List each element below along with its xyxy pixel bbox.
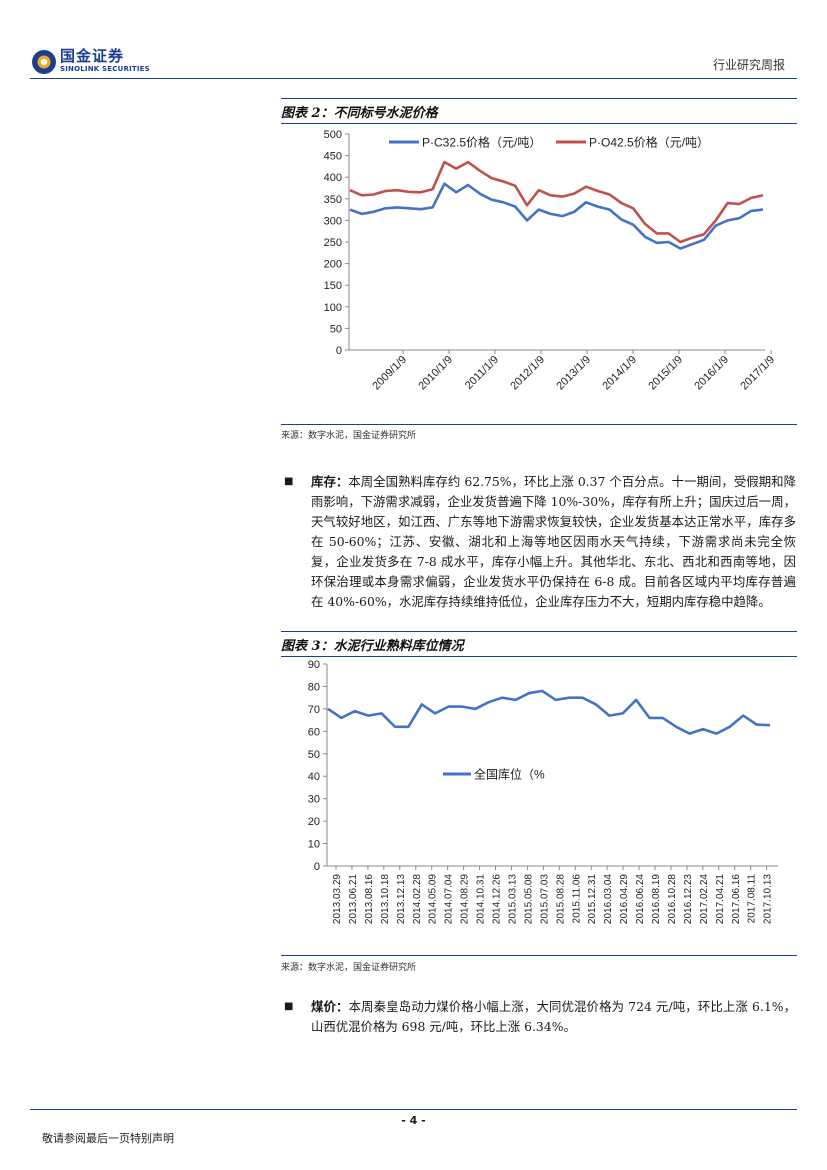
fig2-y-tick-label: 300	[324, 215, 342, 227]
bullet-icon: ■	[284, 1001, 294, 1012]
logo-english-name: SINOLINK SECURITIES	[60, 65, 150, 73]
header-divider	[30, 78, 797, 79]
fig3-y-tick-label: 90	[308, 659, 320, 671]
logo-chinese-name: 国金证券	[60, 47, 125, 65]
fig3-x-tick-label: 2016.08.19	[651, 874, 662, 924]
fig3-x-tick-label: 2016.04.29	[619, 874, 630, 924]
coal-text: 本周秦皇岛动力煤价格小幅上涨，大同优混价格为 724 元/吨，环比上涨 6.1%…	[311, 999, 796, 1034]
figure2-bottom-rule	[281, 424, 797, 425]
figure3-bottom-rule	[281, 955, 797, 956]
fig2-y-tick-label: 150	[324, 280, 342, 292]
fig3-x-tick-label: 2017.02.24	[699, 874, 710, 924]
fig2-legend-label-2: P·O42.5价格（元/吨）	[589, 135, 709, 150]
coal-paragraph: ■ 煤价：本周秦皇岛动力煤价格小幅上涨，大同优混价格为 724 元/吨，环比上涨…	[284, 997, 796, 1037]
fig3-x-tick-label: 2015.07.03	[539, 874, 550, 924]
fig3-y-tick-label: 50	[308, 749, 320, 761]
fig3-x-tick-label: 2015.05.08	[523, 874, 534, 924]
fig2-y-tick-label: 350	[324, 194, 342, 206]
fig3-x-tick-label: 2017.06.16	[731, 874, 742, 924]
fig3-x-tick-label: 2015.08.28	[555, 874, 566, 924]
fig3-y-tick-label: 10	[308, 839, 320, 851]
fig2-y-tick-label: 250	[324, 237, 342, 249]
coal-label: 煤价：	[311, 999, 349, 1014]
inventory-label: 库存：	[311, 474, 349, 489]
fig3-x-tick-label: 2013.06.21	[348, 874, 359, 924]
figure3-title: 图表 3：水泥行业熟料库位情况	[281, 639, 464, 654]
fig3-x-tick-label: 2014.12.26	[492, 874, 503, 924]
fig3-y-tick-label: 60	[308, 726, 320, 738]
fig3-y-tick-label: 40	[308, 771, 320, 783]
fig3-x-tick-label: 2013.03.29	[332, 874, 343, 924]
fig2-y-tick-label: 400	[324, 172, 342, 184]
fig3-x-tick-label: 2017.10.13	[763, 874, 774, 924]
fig3-legend-label-1: 全国库位（%	[474, 767, 545, 782]
fig3-x-tick-label: 2014.02.28	[412, 874, 423, 924]
fig2-y-tick-label: 500	[324, 129, 342, 141]
fig3-x-tick-label: 2017.08.11	[747, 874, 758, 924]
bullet-icon: ■	[284, 476, 294, 487]
inventory-text: 本周全国熟料库存约 62.75%，环比上涨 0.37 个百分点。十一期间，受假期…	[311, 474, 797, 609]
fig3-x-tick-label: 2015.11.06	[571, 874, 582, 924]
fig3-y-tick-label: 80	[308, 681, 320, 693]
figure2-source: 来源：数字水泥，国金证券研究所	[281, 431, 417, 441]
fig3-x-tick-label: 2014.05.09	[428, 874, 439, 924]
fig2-series-line-1	[349, 182, 764, 250]
footer-divider	[30, 1109, 797, 1110]
fig3-x-tick-label: 2014.08.29	[460, 874, 471, 924]
fig3-y-tick-label: 70	[308, 704, 320, 716]
inventory-line-chart: 0 10 20 30 40 50 60 70 80 90 2013.03.29 2013.06.21 2…	[281, 657, 797, 954]
fig2-series-line-2	[349, 160, 764, 244]
figure3-source: 来源：数字水泥，国金证券研究所	[281, 963, 417, 973]
page-number: - 4 -	[401, 1114, 426, 1127]
figure2-title: 图表 2：不同标号水泥价格	[281, 106, 438, 121]
fig3-x-tick-label: 2016.03.04	[603, 874, 614, 924]
fig3-x-tick-label: 2016.12.23	[683, 874, 694, 924]
fig3-series-line-1	[327, 689, 771, 735]
fig3-y-tick-label: 0	[314, 861, 320, 873]
company-logo: 国金证券 SINOLINK SECURITIES	[30, 46, 160, 78]
figure3-top-rule	[281, 631, 797, 632]
fig3-y-tick-label: 30	[308, 794, 320, 806]
fig3-x-tick-label: 2017.04.21	[715, 874, 726, 924]
fig2-y-tick-label: 0	[336, 345, 342, 357]
fig3-x-tick-label: 2013.10.18	[380, 874, 391, 924]
fig3-x-tick-label: 2016.06.24	[635, 874, 646, 924]
fig3-x-tick-label: 2013.08.16	[364, 874, 375, 924]
fig2-y-tick-label: 50	[330, 323, 342, 335]
figure2-title-rule	[281, 123, 797, 124]
fig3-x-tick-label: 2015.12.31	[587, 874, 598, 924]
report-type: 行业研究周报	[712, 58, 785, 72]
fig2-y-tick-label: 100	[324, 302, 342, 314]
fig2-y-tick-label: 450	[324, 151, 342, 163]
fig3-x-tick-label: 2013.12.13	[396, 874, 407, 924]
fig3-x-tick-label: 2014.10.31	[476, 874, 487, 924]
fig3-x-tick-label: 2016.10.28	[667, 874, 678, 924]
figure2-top-rule	[281, 98, 797, 99]
fig2-y-tick-label: 200	[324, 259, 342, 271]
footer-disclaimer: 敬请参阅最后一页特别声明	[42, 1132, 174, 1145]
fig2-legend-label-1: P·C32.5价格（元/吨）	[422, 135, 541, 150]
figure3-title-rule	[281, 656, 797, 657]
fig3-x-tick-label: 2015.03.13	[507, 874, 518, 924]
fig3-x-tick-label: 2014.07.04	[444, 874, 455, 924]
fig3-y-tick-label: 20	[308, 816, 320, 828]
logo-mark-icon	[32, 50, 56, 74]
inventory-paragraph: ■ 库存：本周全国熟料库存约 62.75%，环比上涨 0.37 个百分点。十一期…	[284, 472, 796, 612]
